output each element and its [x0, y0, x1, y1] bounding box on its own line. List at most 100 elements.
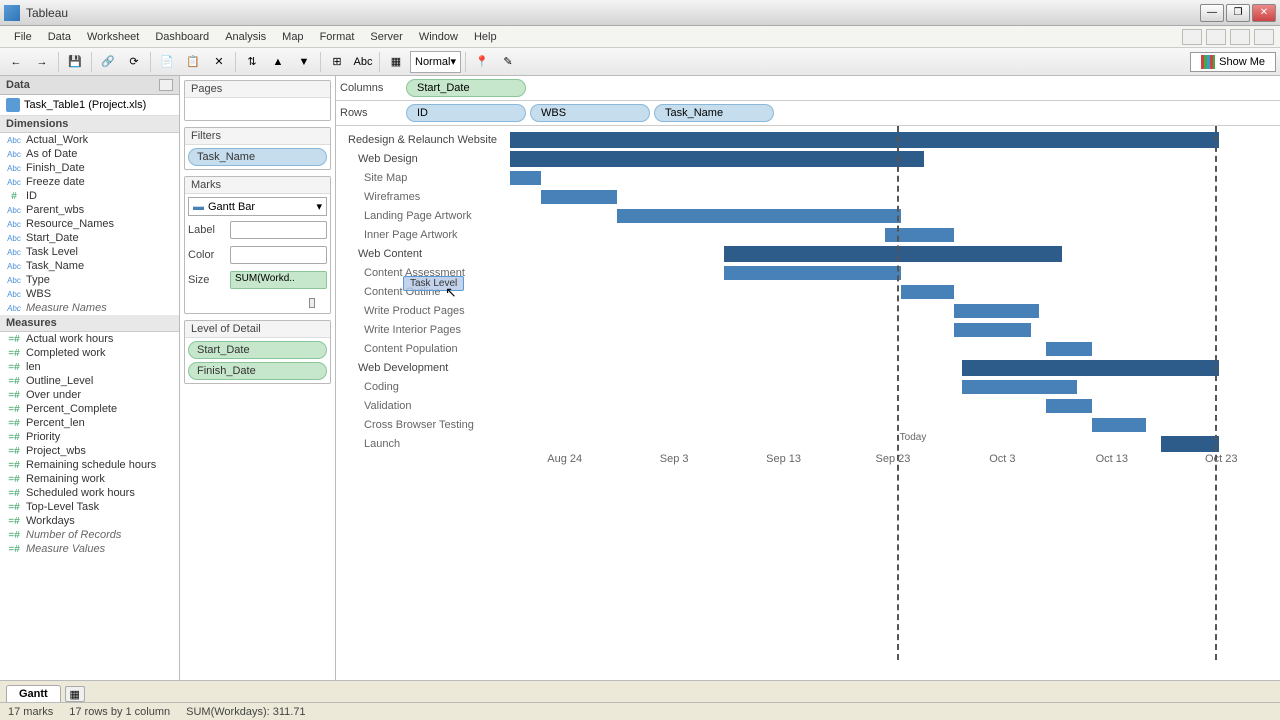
gantt-row[interactable]: Write Interior Pages — [340, 320, 1276, 339]
size-slider[interactable] — [188, 298, 327, 310]
gantt-row[interactable]: Write Product Pages — [340, 301, 1276, 320]
dimension-field[interactable]: #ID — [0, 189, 179, 203]
dimension-field[interactable]: AbcWBS — [0, 287, 179, 301]
gantt-row[interactable]: Coding — [340, 377, 1276, 396]
menu-data[interactable]: Data — [40, 29, 79, 45]
row-pill-id[interactable]: ID — [406, 104, 526, 122]
dimension-field[interactable]: AbcFreeze date — [0, 175, 179, 189]
gantt-row[interactable]: Content Assessment — [340, 263, 1276, 282]
highlight-button[interactable]: ✎ — [496, 51, 520, 73]
measure-field[interactable]: =#Over under — [0, 388, 179, 402]
filters-shelf[interactable]: Filters Task_Name — [184, 127, 331, 170]
lod-pill-start[interactable]: Start_Date — [188, 341, 327, 359]
measure-field[interactable]: =#Percent_Complete — [0, 402, 179, 416]
gantt-row[interactable]: Web Design — [340, 149, 1276, 168]
lod-shelf[interactable]: Level of Detail Start_Date Finish_Date — [184, 320, 331, 384]
dimension-field[interactable]: AbcActual_Work — [0, 133, 179, 147]
measure-field[interactable]: =#Remaining work — [0, 472, 179, 486]
measure-field[interactable]: =#Number of Records — [0, 528, 179, 542]
datasource[interactable]: Task_Table1 (Project.xls) — [0, 95, 179, 116]
fit-dropdown[interactable]: Normal ▾ — [410, 51, 461, 73]
tab-gantt[interactable]: Gantt — [6, 685, 61, 702]
dimension-field[interactable]: AbcFinish_Date — [0, 161, 179, 175]
gantt-row[interactable]: Web Content — [340, 244, 1276, 263]
home-icon[interactable] — [1254, 29, 1274, 45]
clear-button[interactable]: ✕ — [207, 51, 231, 73]
measure-field[interactable]: =#Remaining schedule hours — [0, 458, 179, 472]
menu-window[interactable]: Window — [411, 29, 466, 45]
menu-server[interactable]: Server — [362, 29, 410, 45]
measure-field[interactable]: =#Outline_Level — [0, 374, 179, 388]
add-sheet-button[interactable]: ▦ — [65, 686, 85, 702]
data-menu-icon[interactable] — [159, 79, 173, 91]
menu-dashboard[interactable]: Dashboard — [147, 29, 217, 45]
refresh-button[interactable]: ⟳ — [122, 51, 146, 73]
dimension-field[interactable]: AbcTask_Name — [0, 259, 179, 273]
group-button[interactable]: ⊞ — [325, 51, 349, 73]
menu-file[interactable]: File — [6, 29, 40, 45]
gantt-row[interactable]: Content Population — [340, 339, 1276, 358]
columns-shelf[interactable]: Columns Start_Date — [336, 76, 1280, 101]
measure-field[interactable]: =#Scheduled work hours — [0, 486, 179, 500]
gantt-row[interactable]: Content Outline — [340, 282, 1276, 301]
swap-button[interactable]: ⇅ — [240, 51, 264, 73]
measure-field[interactable]: =#Measure Values — [0, 542, 179, 556]
measure-field[interactable]: =#Top-Level Task — [0, 500, 179, 514]
measure-field[interactable]: =#Priority — [0, 430, 179, 444]
gantt-row[interactable]: Landing Page Artwork — [340, 206, 1276, 225]
dimension-field[interactable]: AbcTask Level — [0, 245, 179, 259]
save-button[interactable]: 💾 — [63, 51, 87, 73]
marks-color-field[interactable] — [230, 246, 327, 264]
row-pill-taskname[interactable]: Task_Name — [654, 104, 774, 122]
measure-field[interactable]: =#Actual work hours — [0, 332, 179, 346]
showme-button[interactable]: Show Me — [1190, 52, 1276, 72]
menu-worksheet[interactable]: Worksheet — [79, 29, 147, 45]
dimension-field[interactable]: AbcResource_Names — [0, 217, 179, 231]
sort-desc-button[interactable]: ▼ — [292, 51, 316, 73]
measure-field[interactable]: =#Completed work — [0, 346, 179, 360]
lod-pill-finish[interactable]: Finish_Date — [188, 362, 327, 380]
forward-button[interactable]: → — [30, 51, 54, 73]
new-sheet-button[interactable]: 📄 — [155, 51, 179, 73]
connect-button[interactable]: 🔗 — [96, 51, 120, 73]
pin-button[interactable]: 📍 — [470, 51, 494, 73]
menu-analysis[interactable]: Analysis — [217, 29, 274, 45]
menu-help[interactable]: Help — [466, 29, 505, 45]
gantt-row[interactable]: Redesign & Relaunch Website — [340, 130, 1276, 149]
gantt-row[interactable]: Wireframes — [340, 187, 1276, 206]
dimension-field[interactable]: AbcType — [0, 273, 179, 287]
back-button[interactable]: ← — [4, 51, 28, 73]
dimension-field[interactable]: AbcStart_Date — [0, 231, 179, 245]
marks-label-field[interactable] — [230, 221, 327, 239]
close-button[interactable]: ✕ — [1252, 4, 1276, 22]
marks-size-field[interactable]: SUM(Workd.. — [230, 271, 327, 289]
row-pill-wbs[interactable]: WBS — [530, 104, 650, 122]
duplicate-button[interactable]: 📋 — [181, 51, 205, 73]
dashboard-icon[interactable] — [1182, 29, 1202, 45]
dimension-field[interactable]: AbcParent_wbs — [0, 203, 179, 217]
gantt-row[interactable]: Web Development — [340, 358, 1276, 377]
rows-shelf[interactable]: Rows ID WBS Task_Name — [336, 101, 1280, 126]
measure-field[interactable]: =#len — [0, 360, 179, 374]
marks-type-dropdown[interactable]: ▬ Gantt Bar ▾ — [188, 197, 327, 216]
gantt-chart[interactable]: Redesign & Relaunch WebsiteWeb DesignSit… — [336, 126, 1280, 680]
measure-field[interactable]: =#Project_wbs — [0, 444, 179, 458]
gantt-row[interactable]: Validation — [340, 396, 1276, 415]
dimension-field[interactable]: AbcAs of Date — [0, 147, 179, 161]
measure-field[interactable]: =#Percent_len — [0, 416, 179, 430]
fit-button[interactable]: ▦ — [384, 51, 408, 73]
presentation-icon[interactable] — [1230, 29, 1250, 45]
measure-field[interactable]: =#Workdays — [0, 514, 179, 528]
column-pill-startdate[interactable]: Start_Date — [406, 79, 526, 97]
maximize-button[interactable]: ❐ — [1226, 4, 1250, 22]
dimension-field[interactable]: AbcMeasure Names — [0, 301, 179, 315]
filter-pill-taskname[interactable]: Task_Name — [188, 148, 327, 166]
story-icon[interactable] — [1206, 29, 1226, 45]
menu-format[interactable]: Format — [312, 29, 363, 45]
gantt-row[interactable]: Site Map — [340, 168, 1276, 187]
menu-map[interactable]: Map — [274, 29, 311, 45]
label-button[interactable]: Abc — [351, 51, 375, 73]
gantt-row[interactable]: Cross Browser Testing — [340, 415, 1276, 434]
minimize-button[interactable]: — — [1200, 4, 1224, 22]
gantt-row[interactable]: Inner Page Artwork — [340, 225, 1276, 244]
